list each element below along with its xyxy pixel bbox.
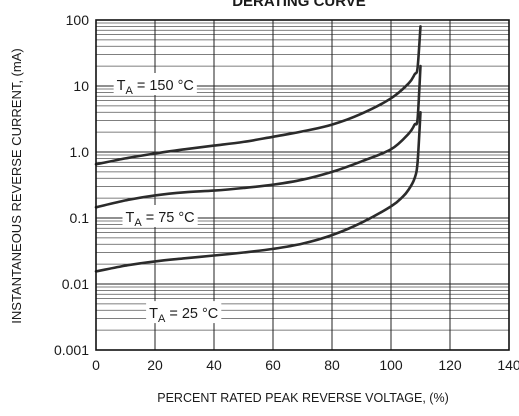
curve-ta-25c: [94, 111, 422, 273]
x-tick-label: 40: [206, 357, 222, 373]
series-label-value: = 25 °C: [165, 306, 218, 322]
chart-title: DERATING CURVE: [232, 0, 366, 10]
x-tick-label: 140: [497, 357, 519, 373]
y-axis-label: INSTANTANEOUS REVERSE CURRENT, (mA): [9, 48, 24, 323]
axis-ticks: 0 20 40 60 80 100 120 140 0.001 0.01 0.1 1.0 10 100: [54, 12, 519, 373]
series-label-text: TA = 150 °C: [117, 78, 194, 97]
curves: [94, 25, 422, 273]
x-tick-label: 60: [265, 357, 281, 373]
y-tick-label: 1.0: [70, 144, 90, 160]
x-tick-label: 120: [438, 357, 462, 373]
label-ta-25c: TA = 25 °C: [146, 301, 222, 325]
x-tick-label: 100: [379, 357, 403, 373]
series-label-subscript: A: [158, 313, 166, 325]
series-label-var: T: [126, 210, 135, 226]
series-label-background: [146, 301, 222, 324]
x-tick-label: 80: [324, 357, 340, 373]
series-label-var: T: [149, 306, 158, 322]
x-tick-label: 20: [147, 357, 163, 373]
x-axis-label: PERCENT RATED PEAK REVERSE VOLTAGE, (%): [157, 391, 449, 405]
x-tick-label: 0: [92, 357, 100, 373]
series-label-subscript: A: [134, 217, 142, 229]
y-tick-label: 10: [73, 78, 89, 94]
series-label-background: [122, 205, 198, 227]
y-tick-label: 100: [66, 12, 90, 28]
series-label-background: [113, 73, 197, 95]
plot-frame: [95, 19, 510, 351]
label-ta-150c: TA = 150 °C: [113, 73, 197, 97]
series-labels: TA = 150 °CTA = 75 °CTA = 25 °C: [113, 73, 222, 325]
series-label-text: TA = 75 °C: [126, 210, 195, 229]
curve-ta-75c: [94, 64, 422, 209]
y-tick-label: 0.001: [54, 342, 89, 358]
y-tick-label: 0.01: [62, 276, 89, 292]
series-label-value: = 150 °C: [133, 78, 194, 94]
series-label-value: = 75 °C: [142, 210, 195, 226]
series-label-var: T: [117, 78, 126, 94]
series-label-subscript: A: [126, 85, 134, 97]
curve-ta-150c: [94, 25, 422, 166]
label-ta-75c: TA = 75 °C: [122, 205, 198, 229]
y-tick-label: 0.1: [70, 210, 90, 226]
series-label-text: TA = 25 °C: [149, 306, 218, 325]
